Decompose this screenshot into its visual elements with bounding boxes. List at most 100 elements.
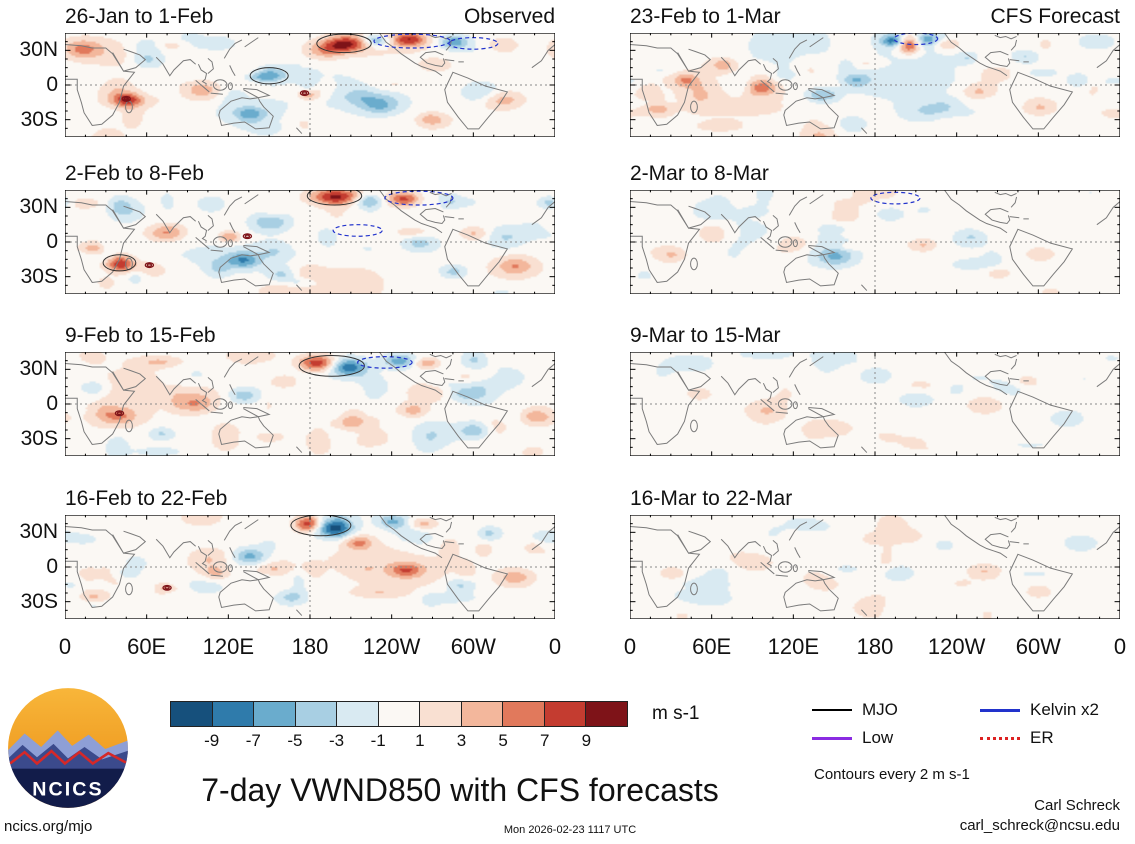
colorbar-units: m s-1 [652, 703, 700, 724]
x-axis-label: 60E [127, 634, 167, 659]
author-email: carl_schreck@ncsu.edu [959, 817, 1120, 834]
colorbar-tick-label: 7 [539, 731, 550, 750]
figure-title: 7-day VWND850 with CFS forecasts [201, 772, 719, 808]
website-text: ncics.org/mjo [4, 818, 93, 835]
map-overlay [65, 190, 555, 294]
x-axis-label: 120W [927, 634, 986, 659]
legend-label: Low [862, 728, 894, 747]
panel-title-bar: 9-Feb to 15-Feb [65, 324, 555, 350]
y-axis-label: 30N [19, 520, 58, 543]
mjo-contour [291, 515, 351, 536]
mjo-contour [250, 68, 288, 84]
x-axis-label: 0 [623, 634, 637, 659]
panel-date-range: 2-Feb to 8-Feb [65, 162, 204, 185]
map-panel-observed-3 [65, 352, 555, 456]
x-axis-label: 0 [548, 634, 562, 659]
x-axis-label: 120E [767, 634, 820, 659]
colorbar-tick-label: 5 [498, 731, 508, 750]
kelvin-contour [871, 192, 920, 204]
legend-label: MJO [862, 700, 898, 719]
panel-date-range: 16-Mar to 22-Mar [630, 487, 793, 510]
generation-timestamp: Mon 2026-02-23 1117 UTC [503, 824, 637, 836]
colorbar-cell [461, 702, 504, 726]
x-axis-label: 60W [450, 634, 496, 659]
legend-label: Kelvin x2 [1030, 700, 1099, 719]
kelvin-line-sample [980, 708, 1020, 712]
map-overlay [630, 352, 1120, 456]
map-panel-observed-1 [65, 33, 555, 137]
colorbar-tick-label: -1 [370, 731, 386, 750]
kelvin-contour [894, 33, 938, 45]
map-overlay [65, 515, 555, 619]
panel-title-bar: 2-Feb to 8-Feb [65, 162, 555, 188]
mjo-contour [103, 255, 136, 271]
contour-note: Contours every 2 m s-1 [814, 766, 970, 783]
x-axis-label: 60E [692, 634, 732, 659]
coastlines [630, 515, 1120, 616]
logo-red-line [9, 749, 127, 766]
y-axis-label: 30S [20, 427, 58, 450]
panel-title-bar: 16-Feb to 22-Feb [65, 487, 555, 513]
colorbar-tick-label: 9 [581, 731, 592, 750]
colorbar-tick-label: -3 [328, 731, 345, 750]
x-axis-label: 180 [291, 634, 329, 659]
legend-item-er: ER [980, 728, 1054, 748]
author-name: Carl Schreck [1034, 797, 1120, 814]
er-contour [165, 587, 169, 589]
er-line-sample [980, 736, 1020, 740]
coastlines [630, 190, 1120, 291]
panel-title-bar: 2-Mar to 8-Mar [630, 162, 1120, 188]
map-panel-forecast-3 [630, 352, 1120, 456]
colorbar-tick-label: -5 [287, 731, 303, 750]
colorbar-cell [337, 702, 379, 726]
colorbar-cell [254, 702, 296, 726]
x-axis-label: 60W [1015, 634, 1061, 659]
x-axis-label: 180 [856, 634, 894, 659]
colorbar-cell [171, 702, 213, 726]
legend-item-low: Low [812, 728, 893, 748]
x-axis-label: 0 [1113, 634, 1127, 659]
coastlines [630, 33, 1120, 134]
colorbar-cell [378, 702, 421, 726]
panel-date-range: 2-Mar to 8-Mar [630, 162, 769, 185]
legend-item-mjo: MJO [812, 700, 898, 720]
y-axis-label: 0 [46, 392, 58, 415]
logo-text: NCICS [32, 779, 103, 801]
panel-title-bar: 26-Jan to 1-Feb Observed [65, 5, 555, 31]
kelvin-contour [385, 191, 453, 205]
er-contour [145, 263, 153, 268]
panel-title-bar: 16-Mar to 22-Mar [630, 487, 1120, 513]
colorbar-labels: -9 -7 -5 -3 -1 1 3 5 7 9 [170, 731, 628, 751]
er-contour [300, 91, 308, 96]
colorbar-tick-label: -7 [245, 731, 261, 750]
panel-title-bar: 23-Feb to 1-Mar CFS Forecast [630, 5, 1120, 31]
kelvin-contour [449, 38, 498, 50]
mjo-line-sample [812, 709, 852, 711]
er-contour [124, 98, 128, 100]
colorbar-cell [212, 702, 255, 726]
map-overlay [630, 190, 1120, 294]
x-axis-label: 0 [58, 634, 72, 659]
y-axis-label: 0 [46, 555, 58, 578]
er-contour [245, 235, 249, 237]
column-label-forecast: CFS Forecast [990, 5, 1120, 28]
panel-date-range: 9-Mar to 15-Mar [630, 324, 781, 347]
kelvin-contour [358, 357, 412, 369]
panel-date-range: 26-Jan to 1-Feb [65, 5, 214, 28]
kelvin-contour [333, 225, 382, 237]
colorbar-cell [420, 702, 462, 726]
x-axis-label: 120E [202, 634, 255, 659]
er-contour [163, 585, 171, 590]
y-axis-label: 30N [19, 357, 58, 380]
colorbar [170, 701, 628, 727]
coastlines [65, 515, 555, 616]
y-axis-label: 30S [20, 108, 58, 131]
map-panel-forecast-4 [630, 515, 1120, 619]
axis-ticks [65, 352, 555, 456]
colorbar-tick-label: 1 [415, 731, 425, 750]
colorbar-cell [544, 702, 587, 726]
er-contour [147, 264, 151, 266]
mjo-contour [317, 34, 371, 52]
er-contour [115, 411, 123, 416]
map-panel-observed-4 [65, 515, 555, 619]
